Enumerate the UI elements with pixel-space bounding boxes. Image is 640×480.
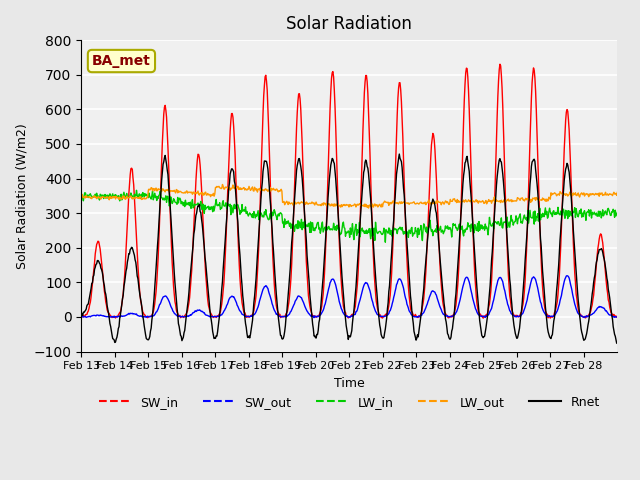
SW_out bbox=[266, 291, 273, 297]
LW_out bbox=[287, 201, 294, 207]
Rnet bbox=[285, 274, 293, 280]
LW_in bbox=[141, 191, 148, 196]
Title: Solar Radiation: Solar Radiation bbox=[286, 15, 412, 33]
LW_out bbox=[436, 200, 444, 205]
Text: BA_met: BA_met bbox=[92, 54, 151, 68]
Rnet bbox=[140, 323, 148, 329]
SW_in bbox=[285, 293, 293, 299]
Rnet bbox=[435, 244, 443, 250]
Rnet bbox=[405, 271, 413, 277]
LW_in bbox=[287, 220, 294, 226]
LW_in bbox=[436, 226, 444, 231]
Rnet bbox=[614, 341, 621, 347]
LW_out bbox=[239, 185, 247, 191]
Rnet bbox=[266, 184, 273, 190]
SW_in bbox=[404, 284, 412, 289]
SW_in bbox=[496, 61, 504, 67]
Line: LW_in: LW_in bbox=[81, 190, 618, 242]
LW_out bbox=[614, 190, 621, 195]
LW_in bbox=[381, 240, 389, 245]
LW_out bbox=[406, 200, 413, 206]
Y-axis label: Solar Radiation (W/m2): Solar Radiation (W/m2) bbox=[15, 123, 28, 269]
SW_in bbox=[140, 312, 148, 318]
SW_out bbox=[310, 315, 318, 321]
Line: LW_out: LW_out bbox=[81, 184, 618, 208]
SW_in bbox=[77, 313, 85, 319]
SW_out bbox=[140, 314, 148, 320]
SW_out bbox=[77, 314, 85, 320]
Line: SW_out: SW_out bbox=[81, 276, 618, 318]
SW_in bbox=[614, 313, 621, 319]
LW_in bbox=[266, 211, 274, 217]
Legend: SW_in, SW_out, LW_in, LW_out, Rnet: SW_in, SW_out, LW_in, LW_out, Rnet bbox=[93, 391, 605, 414]
LW_out bbox=[365, 205, 372, 211]
Line: SW_in: SW_in bbox=[81, 64, 618, 318]
Rnet bbox=[239, 293, 246, 299]
Rnet bbox=[396, 151, 403, 157]
Rnet bbox=[77, 312, 85, 318]
LW_out bbox=[266, 184, 274, 190]
SW_in bbox=[435, 228, 442, 234]
SW_out bbox=[614, 314, 621, 320]
Line: Rnet: Rnet bbox=[81, 154, 618, 344]
LW_in bbox=[614, 210, 621, 216]
SW_out bbox=[405, 308, 413, 313]
LW_out bbox=[77, 192, 85, 198]
SW_out bbox=[435, 301, 443, 307]
SW_out bbox=[563, 273, 571, 278]
LW_out bbox=[219, 181, 227, 187]
LW_in bbox=[239, 208, 247, 214]
X-axis label: Time: Time bbox=[334, 377, 365, 390]
SW_in bbox=[266, 146, 273, 152]
SW_out bbox=[285, 311, 293, 317]
SW_in bbox=[479, 315, 487, 321]
LW_in bbox=[132, 187, 140, 193]
SW_out bbox=[239, 312, 246, 317]
LW_in bbox=[77, 192, 85, 198]
LW_out bbox=[140, 195, 148, 201]
SW_in bbox=[239, 304, 246, 310]
LW_in bbox=[406, 228, 413, 234]
